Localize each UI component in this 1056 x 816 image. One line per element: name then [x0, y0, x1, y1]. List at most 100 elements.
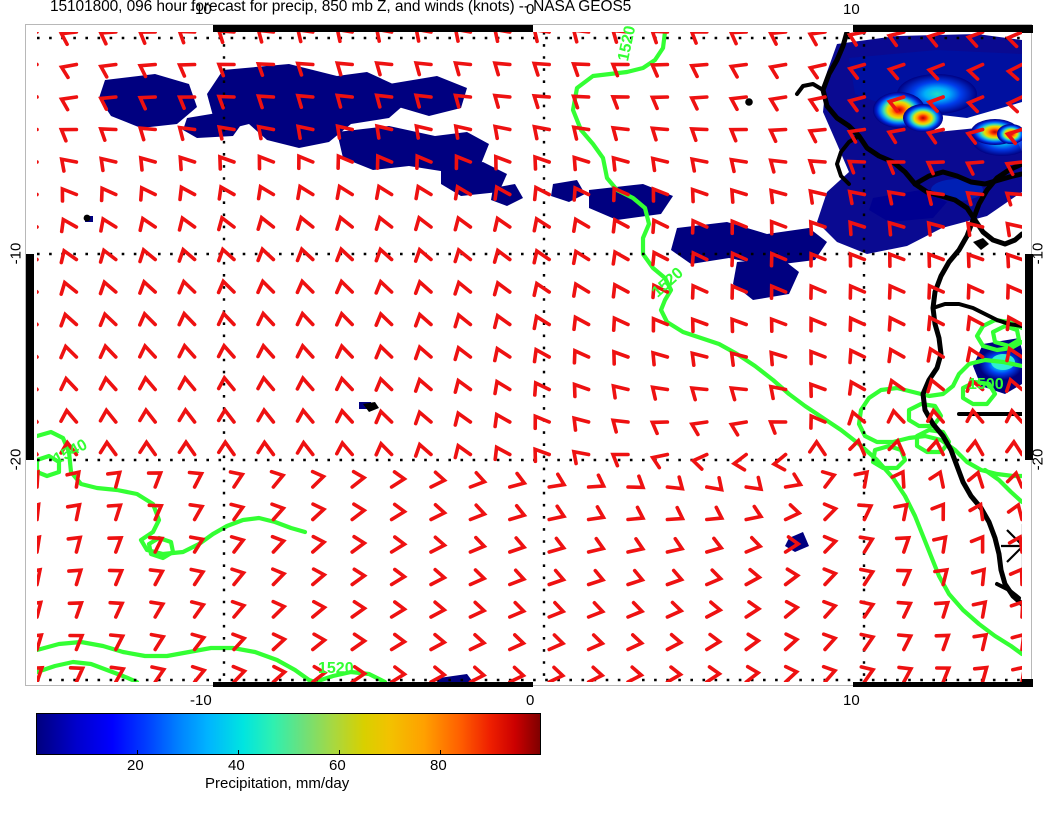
- wind-barb: [848, 251, 867, 268]
- wind-barb: [651, 186, 670, 203]
- wind-barb: [58, 62, 79, 80]
- wind-barb: [626, 665, 645, 682]
- wind-barb: [650, 32, 670, 45]
- wind-barb: [531, 61, 551, 77]
- wind-barb: [572, 281, 591, 298]
- wind-barb: [965, 345, 985, 363]
- wind-barb: [98, 311, 118, 328]
- wind-barb: [58, 32, 79, 47]
- wind-barb: [649, 95, 670, 111]
- wind-barb: [822, 599, 839, 619]
- wind-barb: [767, 127, 788, 143]
- wind-barb: [1006, 501, 1022, 522]
- wind-barb: [413, 376, 433, 393]
- wind-barb: [429, 600, 448, 619]
- wind-barb: [414, 32, 433, 43]
- wind-barb: [37, 665, 45, 682]
- wind-barb: [350, 665, 368, 682]
- wind-barb: [886, 127, 906, 145]
- wind-barb: [350, 534, 368, 554]
- wind-barb: [98, 32, 118, 46]
- wind-barb: [374, 440, 394, 457]
- wind-barb: [229, 535, 247, 554]
- wind-barb: [230, 599, 247, 619]
- wind-barb: [728, 420, 748, 437]
- wind-barb: [468, 600, 488, 619]
- wind-barb: [138, 278, 157, 295]
- wind-barb: [374, 123, 394, 140]
- wind-barb: [350, 600, 368, 619]
- wind-barb: [853, 469, 870, 489]
- wind-barb: [311, 502, 327, 522]
- wind-barb: [429, 632, 448, 652]
- wind-barb: [255, 61, 276, 77]
- wind-barb: [769, 283, 788, 300]
- wind-barb: [586, 505, 607, 522]
- precip-blobs-northwest: [99, 64, 827, 300]
- wind-barb: [389, 470, 408, 489]
- wind-barb: [374, 93, 394, 109]
- wind-barb: [59, 439, 79, 457]
- wind-barb: [886, 95, 906, 113]
- wind-barb: [859, 632, 876, 652]
- wind-barb: [374, 214, 394, 231]
- wind-barb: [965, 407, 985, 424]
- ytick-label-left-minus20: -20: [7, 448, 25, 471]
- wind-barb: [147, 503, 164, 522]
- wind-barb: [821, 632, 839, 652]
- wind-barb: [176, 95, 197, 110]
- wind-barb: [1004, 407, 1022, 424]
- wind-barb: [453, 123, 473, 140]
- wind-barb: [228, 470, 246, 489]
- wind-barb: [571, 125, 591, 141]
- wind-barb: [58, 95, 79, 112]
- wind-barb: [508, 504, 528, 522]
- wind-barb: [533, 380, 551, 397]
- wind-barb: [857, 503, 874, 522]
- wind-barb: [413, 246, 433, 263]
- xtick-label-bottom-10: 10: [843, 692, 860, 709]
- axis-segment-right-1: [1025, 254, 1033, 460]
- wind-barb: [107, 536, 124, 554]
- wind-barb: [610, 94, 630, 110]
- wind-barb: [106, 503, 123, 522]
- xtick-label-minus10: -10: [190, 1, 212, 18]
- wind-barb: [768, 32, 788, 46]
- wind-barb: [149, 600, 166, 619]
- wind-barb: [934, 633, 951, 652]
- wind-barb: [295, 93, 315, 109]
- wind-barb: [68, 666, 86, 682]
- wind-barb: [649, 420, 670, 436]
- wind-barb: [508, 633, 527, 652]
- wind-barb: [257, 32, 276, 44]
- wind-barb: [783, 599, 801, 619]
- wind-barb: [571, 449, 591, 466]
- wind-barb: [453, 60, 473, 77]
- wind-barb: [98, 62, 118, 79]
- wind-barb: [926, 377, 945, 394]
- wind-barb: [821, 664, 839, 682]
- wind-barb: [1005, 438, 1022, 457]
- wind-barb: [768, 384, 788, 401]
- wind-barb: [769, 316, 788, 333]
- wind-barb: [389, 632, 408, 652]
- wind-barb: [626, 568, 646, 587]
- wind-barb: [508, 600, 527, 619]
- wind-barb: [809, 283, 827, 300]
- wind-barb: [108, 600, 125, 619]
- wind-barb: [705, 505, 725, 522]
- wind-barb: [896, 600, 914, 619]
- wind-barb: [188, 535, 206, 554]
- wind-barb: [690, 283, 709, 300]
- wind-barb: [311, 567, 328, 587]
- wind-barb: [689, 386, 709, 402]
- colorbar-tick-80: 80: [430, 757, 447, 774]
- wind-barb: [67, 568, 84, 587]
- wind-barb: [925, 160, 945, 176]
- wind-barb: [846, 159, 867, 175]
- wind-barb: [586, 568, 606, 587]
- wind-barb: [414, 214, 433, 232]
- wind-barb: [335, 439, 354, 457]
- wind-barb: [928, 469, 945, 489]
- wind-barb: [611, 249, 630, 266]
